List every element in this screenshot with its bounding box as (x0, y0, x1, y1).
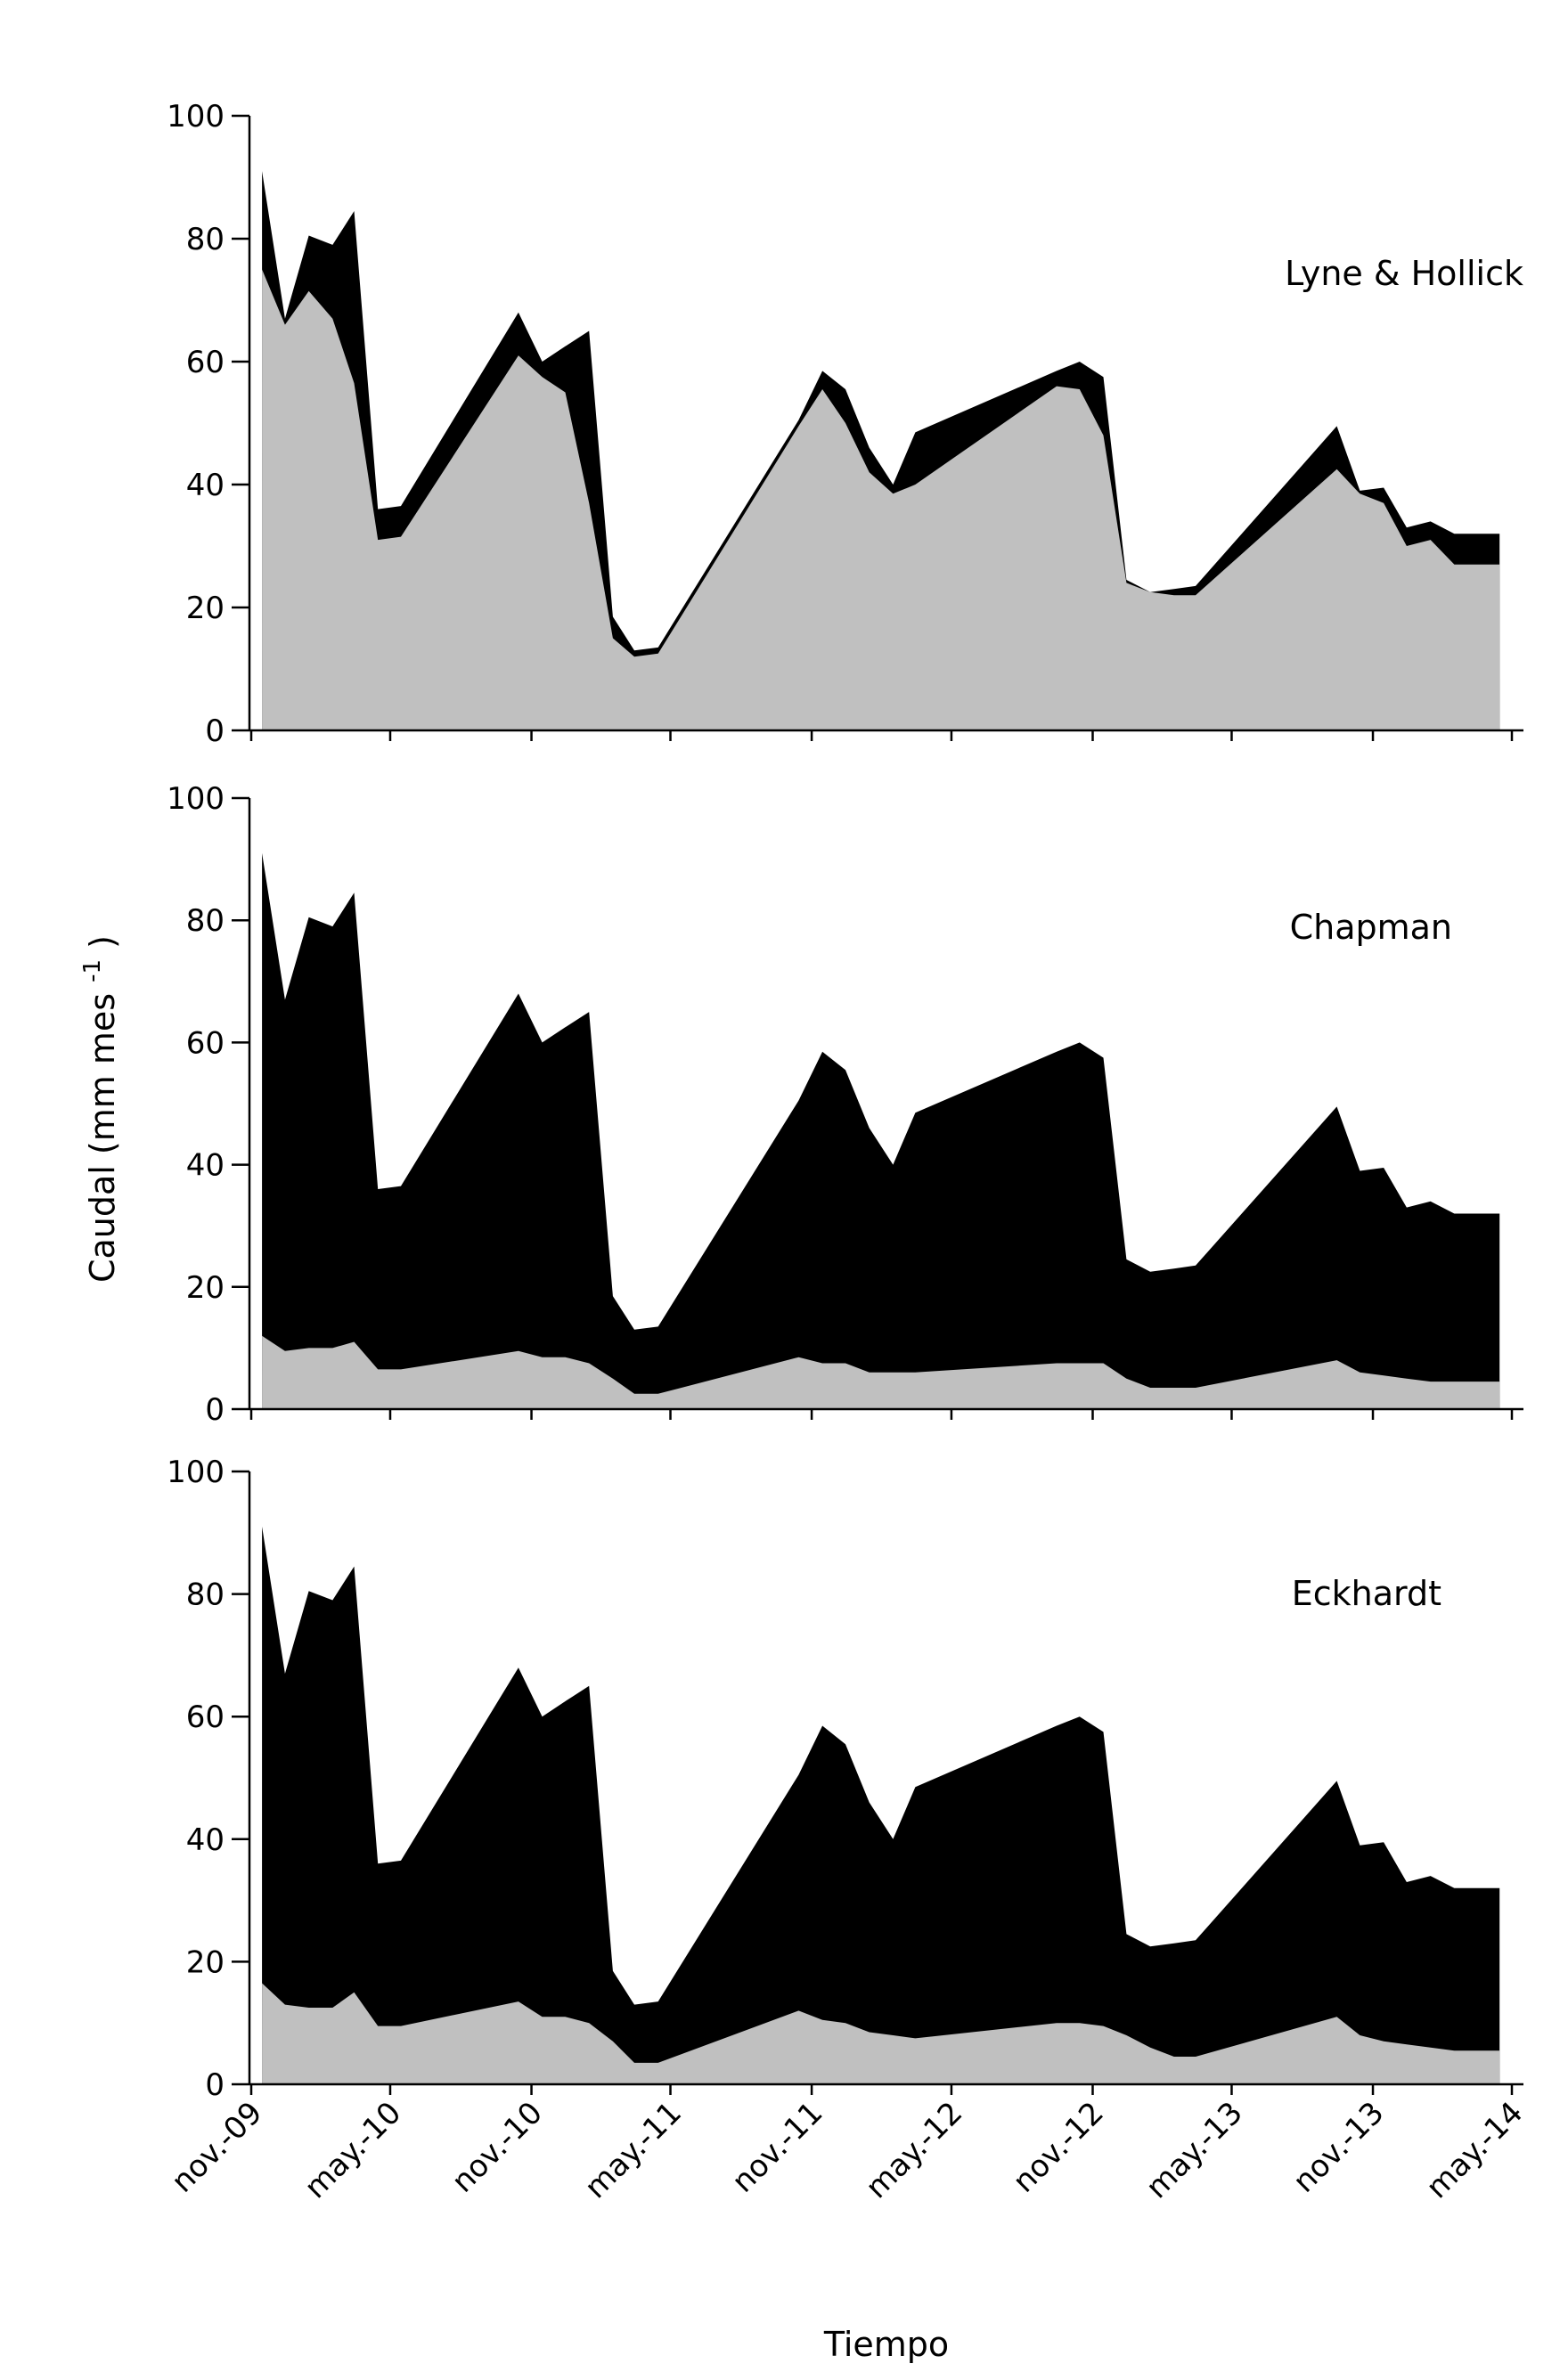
y-tick-label: 20 (186, 1270, 225, 1306)
x-axis: nov.-09 may.-10 nov.-10 may.-11 nov.-11 may.-… (165, 2095, 1531, 2205)
baseflow-area (262, 1335, 1500, 1409)
x-tick-label: may.-13 (1139, 2095, 1250, 2205)
baseflow-area (262, 269, 1500, 730)
y-tick-label: 0 (205, 2067, 225, 2103)
y-axis-title-exponent: -1 (79, 959, 106, 982)
y-tick-label: 100 (167, 1455, 225, 1490)
y-tick-label: 40 (186, 468, 225, 503)
y-tick-label: 100 (167, 781, 225, 817)
y-axis-title-main: Caudal (mm mes (83, 993, 122, 1283)
panel-lyne-hollick: 0 20 40 60 80 100 Lyne & Hollick (167, 99, 1523, 749)
x-tick-label: may.-14 (1419, 2095, 1530, 2205)
y-tick-label: 40 (186, 1148, 225, 1184)
y-tick-label: 20 (186, 591, 225, 626)
x-axis-title: Tiempo (823, 2325, 949, 2364)
panel-label: Chapman (1290, 908, 1452, 947)
y-tick-label: 60 (186, 1699, 225, 1735)
panel-label: Lyne & Hollick (1285, 254, 1523, 293)
y-tick-label: 80 (186, 222, 225, 257)
y-tick-label: 80 (186, 1577, 225, 1613)
total-flow-area (262, 1526, 1500, 2084)
x-tick-label: nov.-12 (1006, 2095, 1111, 2200)
y-axis-title: Caudal (mm mes -1 ) (69, 935, 122, 1283)
y-tick-label: 40 (186, 1822, 225, 1858)
chart-panels: 0 20 40 60 80 100 Lyne & Hollick 0 20 40 60 80 100 Ch… (167, 99, 1523, 2103)
x-tick-label: may.-11 (578, 2095, 689, 2205)
panel-label: Eckhardt (1292, 1574, 1441, 1613)
panel-chapman: 0 20 40 60 80 100 Chapman (167, 781, 1523, 1428)
x-tick-label: nov.-09 (165, 2095, 270, 2200)
y-axis-title-close: ) (83, 935, 122, 949)
y-tick-label: 100 (167, 99, 225, 134)
x-tick-label: nov.-11 (725, 2095, 830, 2200)
x-tick-label: nov.-10 (445, 2095, 550, 2200)
baseflow-area (262, 1983, 1500, 2084)
x-tick-label: nov.-13 (1286, 2095, 1392, 2200)
y-tick-label: 60 (186, 1025, 225, 1061)
panel-eckhardt: 0 20 40 60 80 100 Eckhardt (167, 1455, 1523, 2103)
y-tick-label: 20 (186, 1944, 225, 1980)
x-tick-label: may.-12 (859, 2095, 969, 2205)
y-tick-label: 80 (186, 903, 225, 939)
y-tick-label: 0 (205, 1392, 225, 1428)
total-flow-area (262, 852, 1500, 1409)
y-tick-label: 60 (186, 345, 225, 380)
x-tick-label: may.-10 (298, 2095, 408, 2205)
y-tick-label: 0 (205, 713, 225, 749)
